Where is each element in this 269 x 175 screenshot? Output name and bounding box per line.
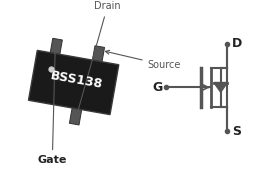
Text: S: S: [232, 125, 241, 138]
Polygon shape: [50, 38, 62, 54]
Text: Drain: Drain: [75, 1, 121, 120]
Polygon shape: [29, 50, 119, 115]
Polygon shape: [69, 108, 82, 125]
Text: G: G: [153, 81, 163, 94]
Polygon shape: [93, 46, 105, 62]
Text: Gate: Gate: [38, 42, 67, 165]
Text: Source: Source: [105, 50, 181, 70]
Polygon shape: [214, 82, 228, 92]
Text: BSS138: BSS138: [49, 69, 104, 92]
Text: D: D: [232, 37, 243, 50]
